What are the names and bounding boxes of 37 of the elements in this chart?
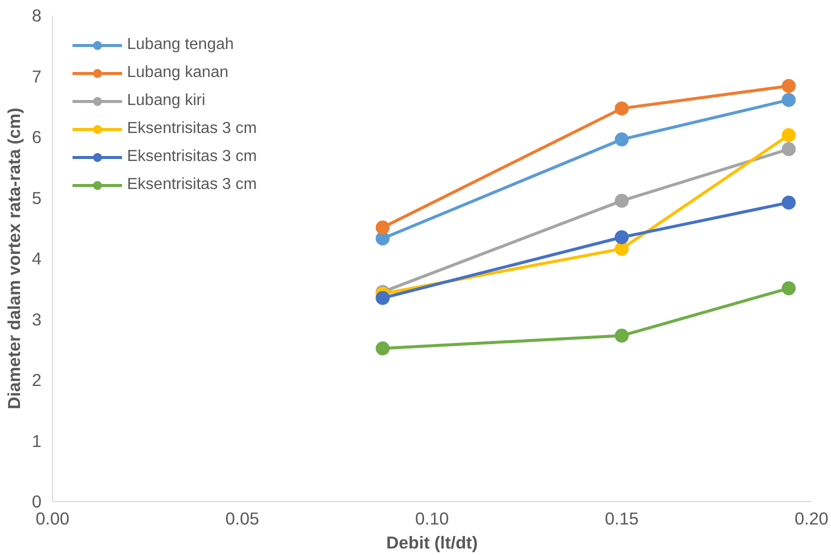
y-tick-label: 4	[32, 248, 42, 268]
legend-label: Lubang kiri	[127, 92, 206, 110]
y-tick-label: 2	[32, 370, 42, 390]
point	[782, 92, 796, 107]
x-tick-label: 0.15	[604, 508, 639, 528]
x-tick-label: 0.10	[415, 508, 449, 528]
x-tick-label: 0.05	[225, 508, 260, 528]
legend-label: Eksentrisitas 3 cm	[127, 120, 257, 138]
y-tick-label: 1	[32, 430, 42, 451]
point	[782, 281, 796, 296]
y-tick-label: 5	[32, 188, 42, 208]
point	[782, 196, 796, 210]
point	[376, 291, 390, 305]
x-axis-title: Debit (lt/dt)	[386, 532, 478, 552]
y-tick-label: 8	[32, 6, 42, 26]
y-tick-label: 3	[32, 309, 42, 330]
legend-label: Eksentrisitas 3 cm	[127, 176, 257, 194]
point	[376, 220, 390, 235]
point	[614, 328, 629, 343]
point	[614, 194, 629, 208]
y-tick-label: 7	[32, 66, 42, 86]
y-tick-label: 6	[32, 127, 42, 147]
y-axis-title: Diameter dalam vortex rata-rata (cm)	[4, 108, 24, 410]
point	[782, 78, 796, 93]
legend-label: Lubang kanan	[127, 64, 228, 82]
point	[614, 242, 629, 256]
point	[614, 101, 629, 116]
point	[614, 230, 629, 244]
x-tick-label: 0.00	[36, 508, 70, 528]
point	[782, 128, 796, 142]
point	[376, 341, 390, 356]
x-tick-label: 0.20	[794, 508, 828, 528]
point	[782, 142, 796, 156]
legend-label: Lubang tengah	[127, 36, 234, 54]
y-tick-label: 0	[32, 492, 42, 512]
point	[614, 132, 629, 146]
legend-label: Eksentrisitas 3 cm	[127, 148, 257, 166]
